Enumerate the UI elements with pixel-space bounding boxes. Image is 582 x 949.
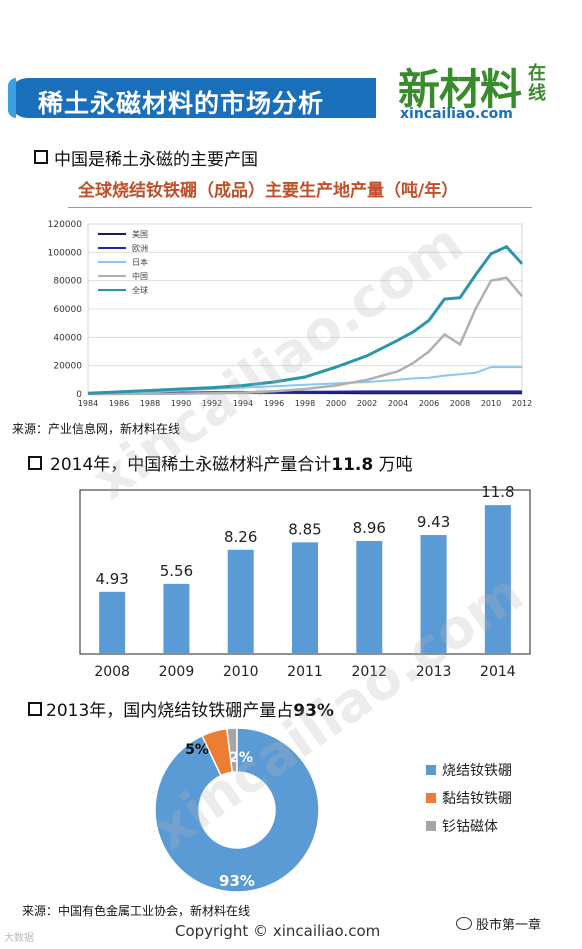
- data-label: 11.8: [481, 483, 514, 501]
- x-tick-label: 2012: [351, 664, 387, 680]
- bar: [227, 549, 254, 654]
- footer-copyright: Copyright © xincailiao.com: [175, 922, 381, 940]
- bar: [163, 583, 190, 654]
- section-3-heading: 2013年，国内烧结钕铁硼产量占93%: [46, 701, 334, 721]
- x-tick-label: 1996: [264, 399, 284, 408]
- donut-slice: [201, 727, 234, 777]
- data-label: 93%: [219, 872, 255, 890]
- x-tick-label: 2010: [223, 664, 259, 680]
- wechat-account: 股市第一章: [476, 918, 542, 933]
- series-line: [88, 276, 523, 396]
- y-tick-label: 40000: [53, 333, 82, 343]
- x-tick-label: 1988: [140, 399, 160, 408]
- source-note-2: 来源：中国有色金属工业协会，新材料在线: [22, 904, 251, 918]
- data-label: 8.85: [288, 520, 321, 538]
- x-tick-label: 2010: [481, 399, 501, 408]
- x-tick-label: 2008: [450, 399, 470, 408]
- x-tick-label: 2006: [419, 399, 439, 408]
- wechat-icon: [456, 917, 472, 930]
- x-tick-label: 1994: [233, 399, 253, 408]
- bar: [99, 591, 126, 654]
- bar-chart: 4.93 2008 5.56 2009 8.26 2010 8.85 2011 8.96 2012…: [79, 483, 531, 680]
- y-tick-label: 0: [76, 390, 82, 400]
- bar: [292, 542, 318, 654]
- legend-label: 黏结钕铁硼: [442, 791, 512, 807]
- donut-slice: [154, 727, 320, 893]
- data-label: 5%: [185, 742, 209, 758]
- legend-label: 中国: [132, 271, 148, 281]
- logo: 新材料: [398, 65, 522, 114]
- data-label: 5.56: [160, 562, 193, 580]
- bullet-square-icon: [28, 702, 42, 716]
- section-1-heading: 中国是稀土永磁的主要产国: [54, 150, 258, 170]
- line-chart: 0 20000 40000 60000 80000 100000 120000 1984 198…: [48, 220, 533, 408]
- chart-1-title: 全球烧结钕铁硼（成品）主要生产地产量（吨/年）: [78, 181, 459, 201]
- y-tick-label: 100000: [48, 248, 83, 258]
- legend-swatch: [426, 821, 436, 831]
- x-tick-label: 2013: [416, 664, 452, 680]
- x-tick-label: 2009: [159, 664, 195, 680]
- x-tick-label: 2008: [94, 664, 130, 680]
- x-tick-label: 1992: [202, 399, 222, 408]
- legend-label: 欧洲: [132, 243, 148, 253]
- source-note-1: 来源：产业信息网，新材料在线: [12, 422, 181, 436]
- data-label: 9.43: [417, 513, 450, 531]
- legend-swatch: [426, 793, 436, 803]
- bar: [420, 535, 447, 654]
- x-tick-label: 2011: [287, 664, 323, 680]
- x-tick-label: 2014: [480, 664, 516, 680]
- data-label: 8.26: [224, 528, 257, 546]
- data-label: 4.93: [95, 570, 128, 588]
- data-label: 2%: [229, 750, 253, 766]
- data-label: 8.96: [353, 519, 386, 537]
- title-banner: [8, 78, 376, 118]
- legend-label: 美国: [132, 229, 148, 239]
- x-tick-label: 2000: [326, 399, 346, 408]
- y-tick-label: 120000: [48, 220, 83, 230]
- x-tick-label: 1998: [295, 399, 315, 408]
- legend-label: 烧结钕铁硼: [442, 763, 512, 779]
- legend-label: 全球: [132, 285, 148, 295]
- legend-swatch: [426, 765, 436, 775]
- page-title: 稀土永磁材料的市场分析: [38, 89, 325, 118]
- x-tick-label: 1984: [78, 399, 98, 408]
- corner-mark: 大数据: [4, 933, 34, 944]
- title-divider: [68, 207, 532, 208]
- series-line: [87, 244, 524, 395]
- bar: [356, 540, 383, 654]
- y-tick-label: 20000: [53, 362, 82, 372]
- x-tick-label: 1990: [171, 399, 191, 408]
- x-tick-label: 2012: [512, 399, 532, 408]
- bullet-square-icon: [28, 456, 42, 470]
- logo-side-text: 在线: [528, 63, 546, 104]
- legend-label: 钐钴磁体: [442, 819, 498, 835]
- section-2-heading: 2014年，中国稀土永磁材料产量合计11.8 万吨: [50, 455, 413, 475]
- x-tick-label: 1986: [109, 399, 129, 408]
- x-tick-label: 2002: [357, 399, 377, 408]
- legend-label: 日本: [132, 257, 148, 267]
- logo-url: xincailiao.com: [400, 106, 513, 122]
- x-tick-label: 2004: [388, 399, 408, 408]
- y-tick-label: 60000: [53, 305, 82, 315]
- bar: [484, 505, 511, 654]
- bullet-square-icon: [34, 150, 48, 164]
- y-tick-label: 80000: [53, 277, 82, 287]
